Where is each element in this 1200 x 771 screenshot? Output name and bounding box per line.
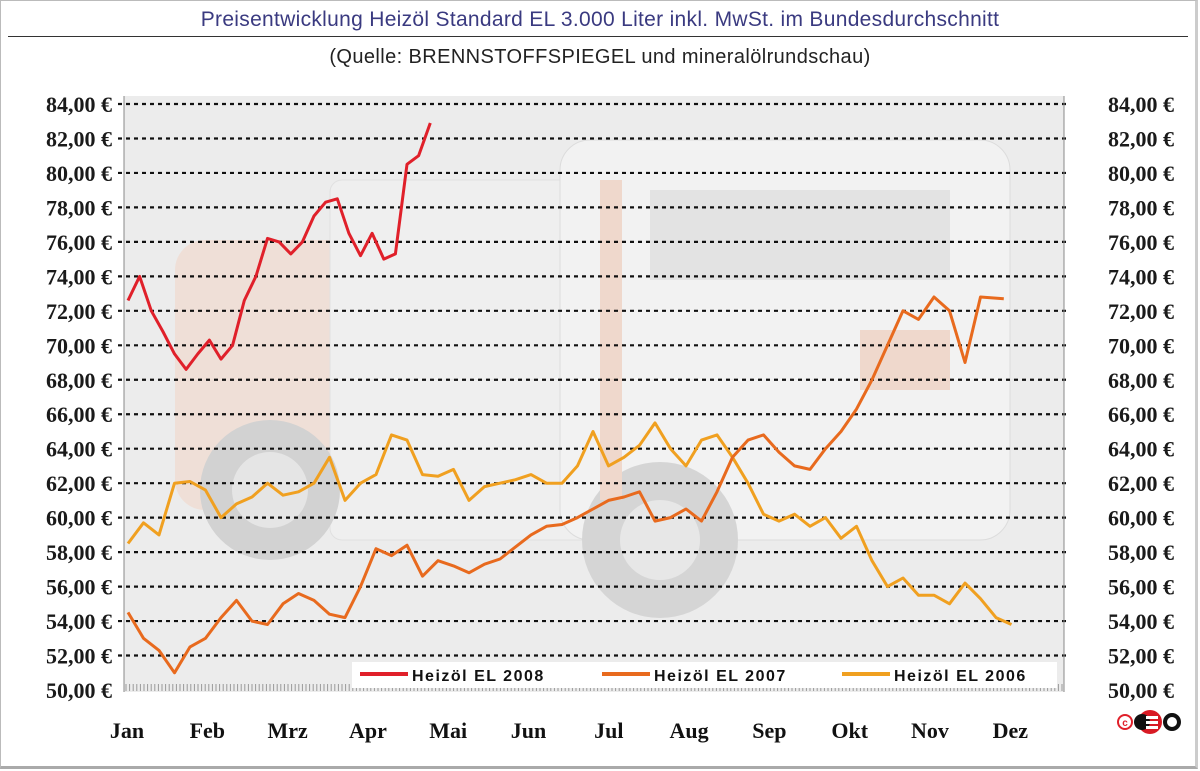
x-tick-label: Nov xyxy=(911,718,949,743)
x-tick-label: Feb xyxy=(190,718,225,743)
x-tick-label: Mai xyxy=(429,718,467,743)
y-tick-label-right: 54,00 € xyxy=(1108,609,1174,634)
y-tick-label-right: 50,00 € xyxy=(1108,678,1174,703)
y-tick-label-right: 76,00 € xyxy=(1108,230,1174,255)
y-tick-label-left: 74,00 € xyxy=(46,264,112,289)
legend: Heizöl EL 2008 Heizöl EL 2007 Heizöl EL 20… xyxy=(360,668,1027,685)
chart-title: Preisentwicklung Heizöl Standard EL 3.00… xyxy=(200,8,1000,31)
y-tick-label-left: 58,00 € xyxy=(46,540,112,565)
legend-label: Heizöl EL 2007 xyxy=(654,668,787,685)
y-tick-label-left: 54,00 € xyxy=(46,609,112,634)
y-tick-label-left: 72,00 € xyxy=(46,299,112,324)
series-line xyxy=(126,122,432,371)
y-tick-label-right: 68,00 € xyxy=(1108,368,1174,393)
x-tick-label: Jun xyxy=(511,718,546,743)
y-tick-label-left: 66,00 € xyxy=(46,402,112,427)
y-tick-label-right: 70,00 € xyxy=(1108,333,1174,358)
x-axis-labels: Jan Feb Mrz Apr Mai Jun Jul Aug Sep Okt Nov Dez xyxy=(110,718,1028,743)
y-tick-label-left: 62,00 € xyxy=(46,471,112,496)
y-tick-label-right: 62,00 € xyxy=(1108,471,1174,496)
x-tick-label: Dez xyxy=(993,718,1029,743)
y-tick-label-left: 68,00 € xyxy=(46,368,112,393)
copyright-symbol: c xyxy=(1122,718,1128,729)
chart-subtitle: (Quelle: BRENNSTOFFSPIEGEL und mineralöl… xyxy=(329,46,871,68)
y-tick-label-right: 56,00 € xyxy=(1108,575,1174,600)
title-underline xyxy=(8,36,1188,37)
x-tick-label: Sep xyxy=(752,718,786,743)
y-tick-label-left: 84,00 € xyxy=(46,92,112,117)
y-tick-label-right: 60,00 € xyxy=(1108,506,1174,531)
y-tick-label-right: 72,00 € xyxy=(1108,299,1174,324)
x-tick-label: Apr xyxy=(349,718,387,743)
y-tick-label-right: 66,00 € xyxy=(1108,402,1174,427)
y-tick-label-right: 52,00 € xyxy=(1108,644,1174,669)
y-tick-label-left: 82,00 € xyxy=(46,126,112,151)
y-tick-label-left: 60,00 € xyxy=(46,506,112,531)
y-tick-label-left: 52,00 € xyxy=(46,644,112,669)
y-tick-label-right: 78,00 € xyxy=(1108,195,1174,220)
y-tick-label-right: 84,00 € xyxy=(1108,92,1174,117)
x-tick-label: Jan xyxy=(110,718,144,743)
y-tick-label-left: 64,00 € xyxy=(46,437,112,462)
x-tick-label: Mrz xyxy=(267,718,308,743)
y-tick-label-right: 74,00 € xyxy=(1108,264,1174,289)
series-line xyxy=(126,295,1004,675)
truck-background-image xyxy=(175,139,1011,618)
data-series xyxy=(126,122,1013,675)
gridlines xyxy=(118,102,1070,657)
y-tick-label-left: 50,00 € xyxy=(46,678,112,703)
y-tick-label-left: 78,00 € xyxy=(46,195,112,220)
y-tick-label-left: 80,00 € xyxy=(46,161,112,186)
y-tick-label-right: 80,00 € xyxy=(1108,161,1174,186)
legend-box xyxy=(352,662,1057,688)
legend-label: Heizöl EL 2008 xyxy=(412,668,545,685)
y-tick-label-left: 76,00 € xyxy=(46,230,112,255)
y-tick-label-right: 64,00 € xyxy=(1108,437,1174,462)
y-tick-label-left: 70,00 € xyxy=(46,333,112,358)
y-axis-left: 50,00 € 52,00 € 54,00 € 56,00 € 58,00 € 60,00… xyxy=(46,92,112,703)
series-line xyxy=(126,421,1013,626)
x-tick-label: Jul xyxy=(594,718,623,743)
y-tick-label-right: 58,00 € xyxy=(1108,540,1174,565)
y-axis-right: 50,00 € 52,00 € 54,00 € 56,00 € 58,00 € 60,00… xyxy=(1108,92,1174,703)
x-tick-label: Okt xyxy=(831,718,868,743)
x-tick-label: Aug xyxy=(670,718,709,743)
y-tick-label-right: 82,00 € xyxy=(1108,126,1174,151)
y-tick-label-left: 56,00 € xyxy=(46,575,112,600)
copyright-logo: c xyxy=(1117,710,1181,734)
legend-label: Heizöl EL 2006 xyxy=(894,668,1027,685)
